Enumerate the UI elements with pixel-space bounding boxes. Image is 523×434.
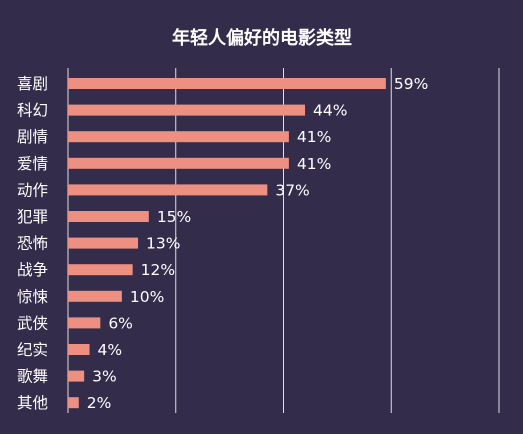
value-label: 41% bbox=[297, 155, 331, 173]
bar bbox=[68, 184, 268, 196]
value-label: 59% bbox=[394, 75, 428, 93]
category-label: 武侠 bbox=[17, 314, 49, 332]
value-label: 13% bbox=[146, 235, 180, 253]
bar bbox=[68, 131, 289, 143]
category-label: 纪实 bbox=[17, 341, 48, 359]
bar bbox=[68, 104, 306, 116]
category-label: 战争 bbox=[17, 261, 48, 279]
value-label: 3% bbox=[92, 368, 117, 386]
bar bbox=[68, 157, 289, 169]
value-label: 37% bbox=[275, 181, 309, 199]
bar bbox=[68, 211, 149, 222]
value-label: 2% bbox=[87, 394, 112, 412]
bar bbox=[68, 397, 79, 409]
bar bbox=[68, 264, 133, 276]
value-label: 10% bbox=[130, 288, 164, 306]
category-label: 犯罪 bbox=[17, 208, 48, 226]
bar bbox=[68, 370, 85, 382]
category-label: 爱情 bbox=[17, 155, 48, 173]
category-label: 歌舞 bbox=[17, 368, 48, 386]
category-label: 喜剧 bbox=[17, 75, 48, 93]
value-label: 44% bbox=[313, 102, 347, 120]
value-label: 41% bbox=[297, 128, 331, 146]
bar bbox=[68, 290, 122, 302]
bar bbox=[68, 78, 386, 89]
value-label: 15% bbox=[157, 208, 191, 226]
category-label: 科幻 bbox=[17, 102, 48, 120]
bar bbox=[68, 237, 139, 249]
category-label: 惊悚 bbox=[17, 288, 49, 306]
value-label: 6% bbox=[108, 314, 133, 332]
category-label: 恐怖 bbox=[17, 235, 48, 253]
category-label: 其他 bbox=[17, 394, 48, 412]
value-label: 4% bbox=[98, 341, 123, 359]
category-label: 动作 bbox=[17, 181, 48, 199]
bars bbox=[68, 78, 386, 409]
gridlines bbox=[67, 68, 500, 413]
category-label: 剧情 bbox=[17, 128, 48, 146]
bar bbox=[68, 317, 101, 329]
chart-title: 年轻人偏好的电影类型 bbox=[172, 27, 352, 49]
bar bbox=[68, 344, 90, 355]
value-labels: 59% 44% 41% 41% 37% 15% 13% 12% 10% 6% 4% 3% 2% bbox=[87, 75, 429, 412]
value-label: 12% bbox=[141, 261, 175, 279]
